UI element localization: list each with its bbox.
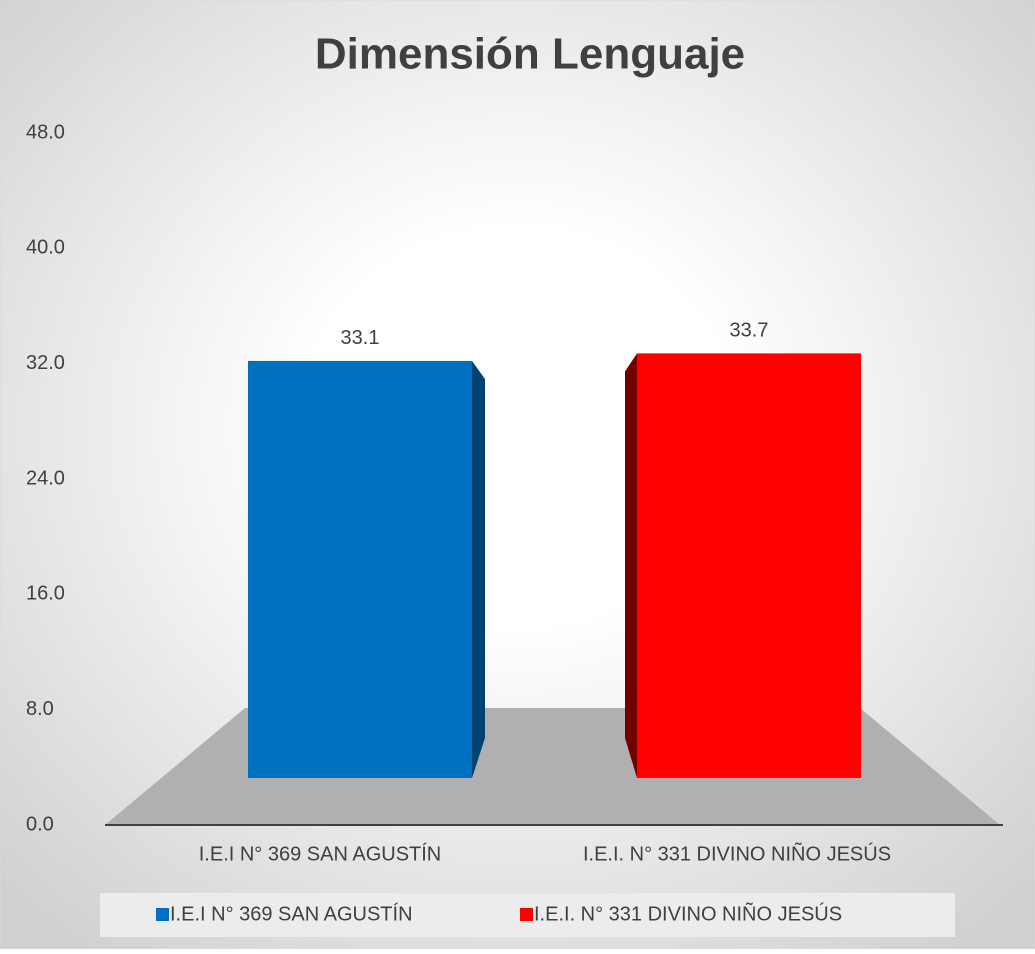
bar-side — [472, 360, 485, 778]
bar — [637, 353, 861, 778]
bar — [248, 360, 472, 778]
y-tick-label: 40.0 — [26, 237, 65, 259]
x-tick-label: I.E.I. N° 331 DIVINO NIÑO JESÚS — [583, 841, 891, 865]
y-tick-label: 0.0 — [26, 813, 54, 835]
y-tick-label: 8.0 — [26, 698, 54, 720]
y-tick-label: 32.0 — [26, 352, 65, 374]
floor — [105, 708, 1000, 825]
bar-side — [625, 353, 637, 778]
x-tick-label: I.E.I N° 369 SAN AGUSTÍN — [199, 842, 442, 865]
legend-label: I.E.I N° 369 SAN AGUSTÍN — [170, 902, 413, 925]
data-label: 33.1 — [341, 327, 380, 349]
y-tick-label: 48.0 — [26, 121, 65, 143]
y-tick-label: 24.0 — [26, 467, 65, 489]
legend-label: I.E.I. N° 331 DIVINO NIÑO JESÚS — [534, 901, 842, 925]
data-label: 33.7 — [730, 320, 769, 342]
legend-swatch — [156, 908, 169, 921]
legend-swatch — [520, 908, 533, 921]
chart-title: Dimensión Lenguaje — [315, 30, 745, 79]
y-tick-label: 16.0 — [26, 583, 65, 605]
